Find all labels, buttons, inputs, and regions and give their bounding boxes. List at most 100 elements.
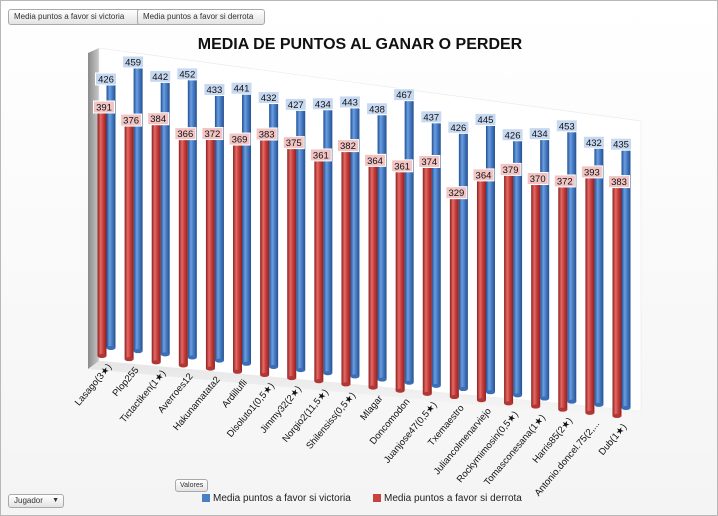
bar-victory [133, 60, 143, 354]
svg-text:432: 432 [261, 93, 277, 104]
svg-text:375: 375 [286, 138, 302, 149]
data-label-defeat: 376 [120, 113, 143, 127]
bar-defeat [341, 146, 351, 387]
svg-text:364: 364 [476, 170, 492, 181]
svg-text:453: 453 [559, 121, 575, 132]
data-label-defeat: 372 [201, 127, 224, 141]
x-tick-label: Dub(1★) [597, 422, 630, 458]
svg-text:442: 442 [152, 72, 168, 83]
filter-button-defeat[interactable]: Media puntos a favor si derrota [137, 9, 265, 25]
svg-text:372: 372 [204, 129, 220, 140]
svg-text:467: 467 [396, 90, 412, 101]
data-label-victory: 441 [230, 81, 253, 95]
bar-victory [187, 72, 197, 360]
data-label-victory: 434 [528, 127, 551, 141]
jugador-label: Jugador [14, 496, 43, 505]
data-label-victory: 432 [582, 135, 605, 149]
chevron-down-icon: ▼ [52, 497, 59, 504]
bar-defeat [314, 155, 324, 384]
data-label-defeat: 383 [255, 127, 278, 141]
data-label-victory: 443 [338, 95, 361, 109]
data-label-defeat: 361 [309, 148, 332, 162]
svg-text:372: 372 [557, 176, 573, 187]
data-label-victory: 433 [203, 82, 226, 96]
bar-victory [106, 77, 116, 350]
bar-defeat [504, 170, 514, 406]
legend-item-defeat: Media puntos a favor si derrota [373, 493, 522, 504]
data-label-victory: 427 [284, 97, 307, 111]
data-label-victory: 426 [95, 72, 117, 86]
svg-text:384: 384 [150, 114, 166, 125]
x-tick-label: Ardillufli [220, 378, 250, 411]
data-label-defeat: 364 [364, 153, 387, 167]
bar-defeat [368, 161, 378, 390]
svg-text:383: 383 [611, 177, 627, 188]
data-label-defeat: 393 [580, 165, 603, 179]
legend-swatch-victory [202, 494, 210, 502]
bar-victory [404, 93, 414, 385]
data-label-defeat: 375 [282, 136, 305, 150]
chart-title: MEDIA DE PUNTOS AL GANAR O PERDER [198, 36, 523, 53]
x-tick-label: Juanjose47(0,5★) [382, 400, 440, 466]
svg-text:379: 379 [503, 165, 519, 176]
svg-text:433: 433 [206, 85, 222, 96]
data-label-victory: 445 [474, 112, 497, 126]
svg-text:438: 438 [369, 104, 385, 115]
data-label-victory: 438 [366, 102, 389, 116]
data-label-victory: 453 [555, 119, 578, 132]
chart-side-wall [88, 48, 99, 369]
svg-text:369: 369 [232, 135, 248, 146]
svg-text:435: 435 [613, 140, 629, 151]
svg-text:426: 426 [450, 123, 466, 134]
legend-swatch-defeat [373, 494, 381, 502]
bar-victory [485, 118, 495, 395]
svg-text:437: 437 [423, 112, 439, 123]
svg-text:361: 361 [313, 150, 329, 161]
bar-defeat [531, 179, 541, 409]
bar-defeat [151, 119, 161, 365]
svg-text:370: 370 [530, 174, 546, 185]
bar-defeat [449, 193, 459, 400]
bar-victory [458, 126, 468, 392]
bar-defeat [422, 162, 432, 396]
svg-text:361: 361 [394, 161, 410, 172]
data-label-victory: 442 [149, 69, 172, 83]
svg-text:374: 374 [421, 157, 437, 168]
svg-text:376: 376 [123, 116, 139, 127]
svg-text:393: 393 [584, 167, 600, 178]
bar-defeat [476, 175, 486, 403]
legend-label-victory: Media puntos a favor si victoria [213, 493, 351, 504]
bar-defeat [205, 134, 215, 371]
valores-field-button[interactable]: Valores [175, 479, 209, 492]
data-label-defeat: 379 [499, 162, 522, 176]
data-label-victory: 435 [610, 137, 632, 151]
svg-text:391: 391 [96, 102, 112, 113]
bar-victory [594, 141, 604, 407]
data-label-victory: 426 [447, 120, 470, 134]
data-label-victory: 459 [122, 55, 145, 69]
data-label-defeat: 329 [445, 186, 468, 200]
data-label-victory: 432 [257, 91, 280, 105]
jugador-filter-dropdown[interactable]: Jugador ▼ [8, 494, 64, 508]
data-label-victory: 452 [176, 67, 199, 81]
svg-text:445: 445 [478, 115, 494, 126]
data-label-defeat: 384 [147, 112, 170, 126]
bar-defeat [260, 135, 270, 377]
svg-text:434: 434 [532, 129, 548, 140]
svg-text:364: 364 [367, 156, 383, 167]
legend-item-victory: Media puntos a favor si victoria [202, 493, 351, 504]
svg-text:383: 383 [259, 130, 275, 141]
data-label-defeat: 370 [526, 172, 549, 186]
svg-text:434: 434 [315, 99, 331, 110]
data-label-defeat: 366 [174, 127, 197, 141]
bar-defeat [97, 107, 107, 358]
svg-text:432: 432 [586, 138, 602, 149]
svg-text:426: 426 [98, 74, 114, 85]
bar-victory [242, 87, 252, 366]
bar-defeat [287, 143, 297, 381]
svg-text:443: 443 [342, 97, 358, 108]
data-label-victory: 467 [393, 88, 416, 102]
svg-text:459: 459 [125, 57, 141, 68]
